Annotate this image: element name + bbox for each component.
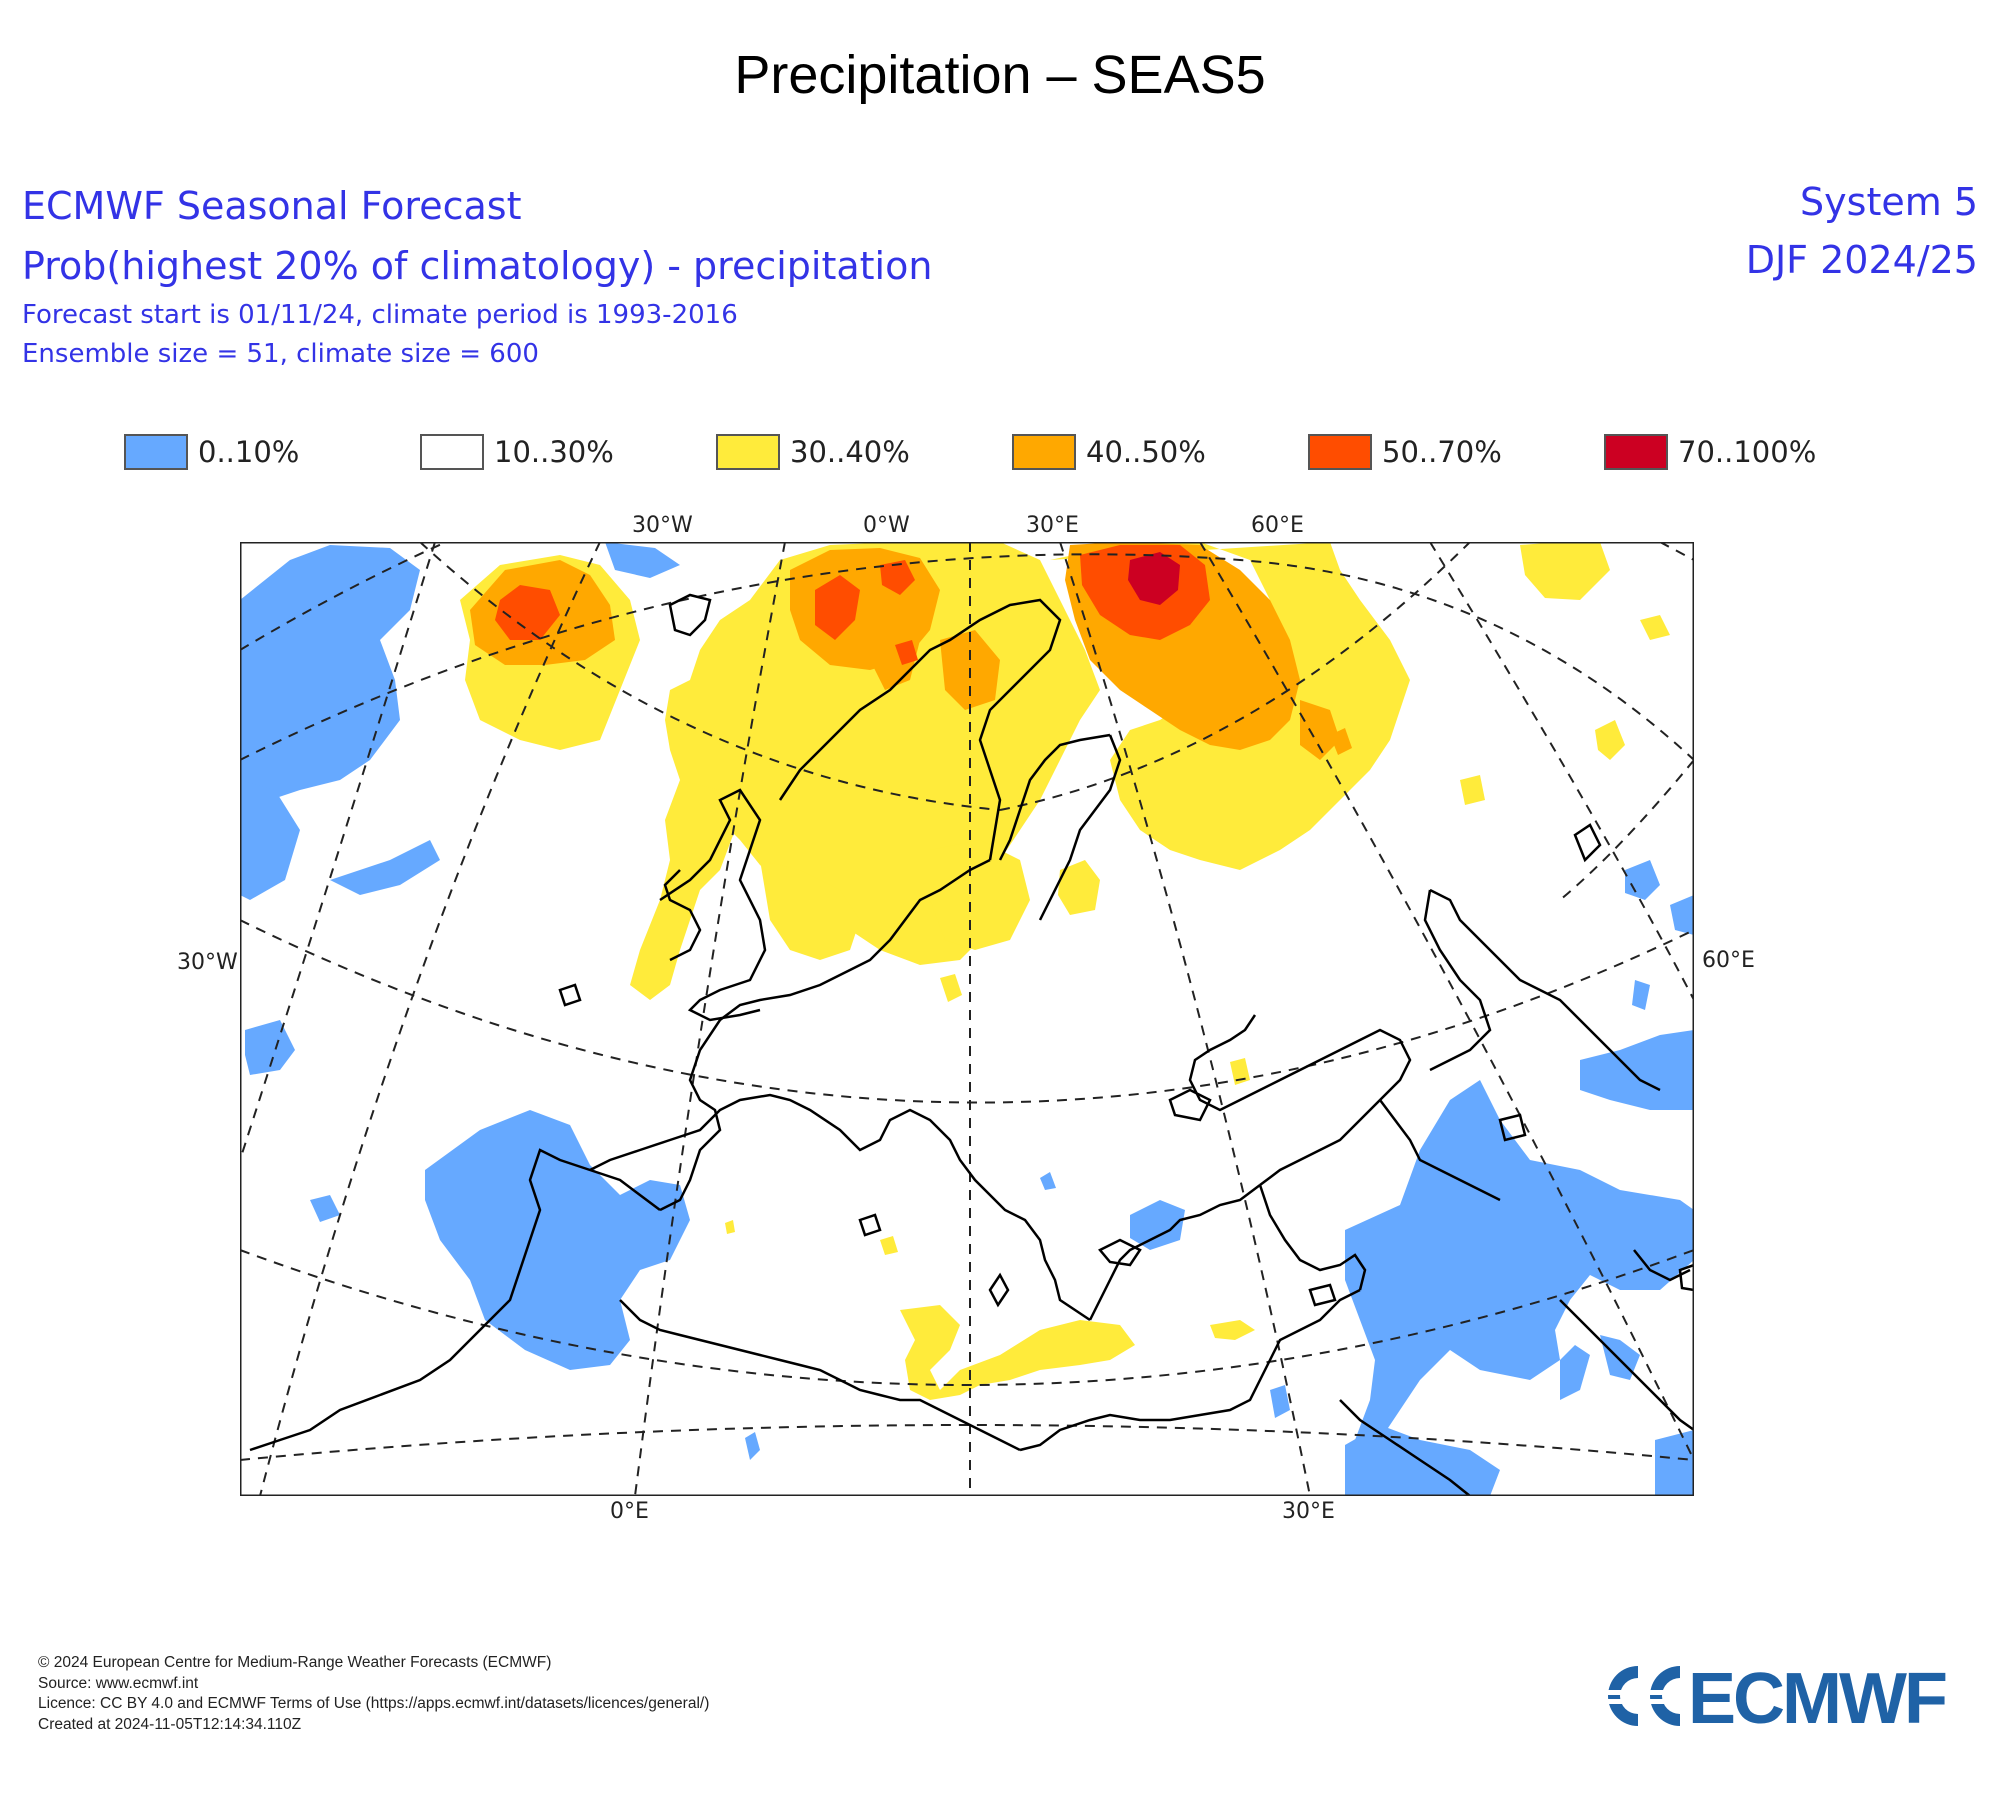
- forecast-start-info: Forecast start is 01/11/24, climate peri…: [22, 300, 738, 330]
- ecmwf-logo-mark: [1606, 1666, 1680, 1726]
- page-title: Precipitation – SEAS5: [734, 45, 1266, 105]
- source-line: Source: www.ecmwf.int: [38, 1674, 199, 1692]
- legend-label: 50..70%: [1382, 435, 1502, 469]
- legend-swatch: [1604, 434, 1668, 470]
- side-label-30w: 30°W: [177, 950, 238, 975]
- forecast-variable: Prob(highest 20% of climatology) - preci…: [22, 244, 933, 288]
- ensemble-info: Ensemble size = 51, climate size = 600: [22, 339, 539, 369]
- side-label-60e: 60°E: [1702, 948, 1755, 973]
- forecast-heading: ECMWF Seasonal Forecast: [22, 184, 522, 228]
- legend-label: 30..40%: [790, 435, 910, 469]
- bottom-label-30e: 30°E: [1282, 1499, 1335, 1524]
- legend-swatch: [1308, 434, 1372, 470]
- top-label-60e: 60°E: [1251, 513, 1304, 538]
- ecmwf-logo-text: ECMWF: [1688, 1659, 1948, 1739]
- licence-line: Licence: CC BY 4.0 and ECMWF Terms of Us…: [38, 1695, 710, 1712]
- bottom-label-0e: 0°E: [610, 1499, 649, 1524]
- legend-swatch: [1012, 434, 1076, 470]
- low-probability-regions: [240, 542, 1694, 1496]
- legend-swatch: [716, 434, 780, 470]
- legend-swatch: [124, 434, 188, 470]
- ecmwf-logo: ECMWF: [1598, 1659, 1978, 1739]
- top-label-30w: 30°W: [632, 513, 693, 538]
- very-high-probability-regions: [1128, 552, 1180, 605]
- created-line: Created at 2024-11-05T12:14:34.110Z: [38, 1715, 302, 1733]
- legend-label: 70..100%: [1678, 435, 1817, 469]
- color-legend: 0..10% 10..30% 30..40% 40..50% 50..70% 7…: [124, 432, 1824, 476]
- top-label-30e: 30°E: [1026, 513, 1079, 538]
- legend-label: 10..30%: [494, 435, 614, 469]
- system-label: System 5: [1800, 180, 1978, 224]
- coastlines: [249, 593, 1694, 1496]
- map-content: [240, 542, 1694, 1496]
- copyright-line: © 2024 European Centre for Medium-Range …: [38, 1654, 552, 1671]
- legend-label: 40..50%: [1086, 435, 1206, 469]
- legend-label: 0..10%: [198, 435, 300, 469]
- top-label-0w: 0°W: [863, 513, 910, 538]
- footer: © 2024 European Centre for Medium-Range …: [38, 1653, 709, 1735]
- season-label: DJF 2024/25: [1745, 238, 1978, 282]
- legend-swatch: [420, 434, 484, 470]
